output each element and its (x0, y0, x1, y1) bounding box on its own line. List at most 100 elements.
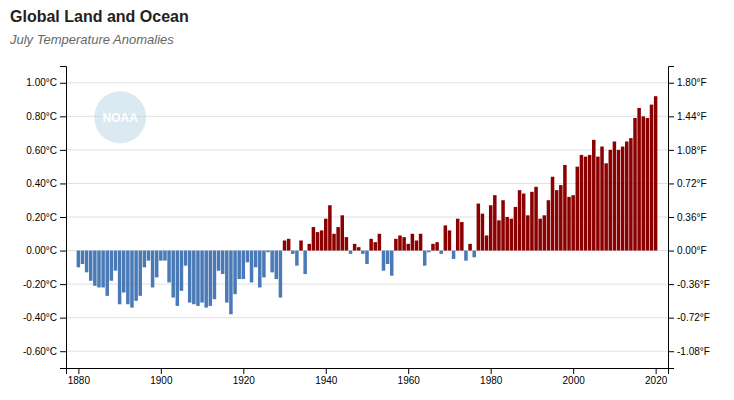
subtitle: July Temperature Anomalies (9, 32, 174, 47)
y2-tick-label: 1.08°F (677, 145, 707, 156)
plot: NOAA18801900192019401960198020002020-0.6… (23, 67, 710, 387)
bar (308, 244, 312, 251)
x-tick-mark (161, 368, 162, 374)
y-axis: -0.60°C-0.40°C-0.20°C0.00°C0.20°C0.40°C0… (23, 67, 67, 369)
y-tick-mark (60, 183, 66, 184)
y2-tick: -1.08°F (668, 346, 710, 357)
y2-tick-mark (668, 150, 674, 151)
bar (225, 251, 229, 303)
bar (283, 240, 287, 250)
bar (328, 205, 332, 250)
bar (365, 251, 369, 264)
y-tick-label: 0.00°C (26, 245, 57, 256)
bar (324, 219, 328, 251)
bar (295, 251, 299, 266)
bar (489, 205, 493, 250)
bar (390, 251, 394, 276)
bar (563, 165, 567, 251)
bar (559, 185, 563, 250)
bar (254, 251, 258, 268)
y2-tick-label: 0.72°F (677, 178, 707, 189)
y2-tick-mark (668, 351, 674, 352)
bar (336, 227, 340, 250)
bar (320, 230, 324, 250)
bar (361, 251, 365, 254)
y-axis-line (60, 67, 67, 369)
bar (538, 219, 542, 251)
y2-tick-label: -0.36°F (677, 279, 710, 290)
x-tick-mark (243, 368, 244, 374)
bar (567, 197, 571, 251)
bar (349, 251, 353, 254)
bar (138, 251, 142, 296)
bar (93, 251, 97, 286)
bar (275, 251, 279, 280)
y2-tick: 1.44°F (668, 111, 707, 122)
bar (551, 177, 555, 251)
bar (105, 251, 109, 296)
y2-tick-mark (668, 318, 674, 319)
y2-tick-label: 0.36°F (677, 212, 707, 223)
x-tick-mark (326, 368, 327, 374)
bar (97, 251, 101, 288)
bar (510, 219, 514, 251)
x-tick-label: 1900 (150, 375, 173, 386)
x-tick: 2000 (563, 368, 586, 386)
bar (650, 105, 654, 251)
bar (221, 251, 225, 274)
bar (209, 251, 213, 306)
x-tick-label: 1960 (398, 375, 421, 386)
x-tick-mark (491, 368, 492, 374)
bar (609, 150, 613, 251)
bar (555, 190, 559, 250)
y-tick: -0.20°C (23, 279, 66, 290)
grid-line (66, 82, 668, 83)
bar (184, 251, 188, 266)
x-axis: 18801900192019401960198020002020 (67, 368, 669, 386)
y-tick: 1.00°C (26, 77, 66, 88)
bar (382, 251, 386, 271)
bar (151, 251, 155, 288)
y2-tick-label: -1.08°F (677, 346, 710, 357)
y2-tick: 1.80°F (668, 77, 707, 88)
y2-tick: 0.00°F (668, 245, 707, 256)
bar (580, 155, 584, 251)
y2-tick-label: 1.80°F (677, 77, 707, 88)
bar (406, 244, 410, 251)
bar (369, 239, 373, 251)
bar (204, 251, 208, 308)
x-tick: 1920 (233, 368, 256, 386)
bar (394, 239, 398, 251)
bar (571, 195, 575, 250)
grid-line (66, 317, 668, 318)
y2-tick: 0.72°F (668, 178, 707, 189)
y-tick-label: 0.60°C (26, 145, 57, 156)
y-tick-label: 0.80°C (26, 111, 57, 122)
bar (646, 118, 650, 251)
y-tick: 0.60°C (26, 145, 66, 156)
bar (258, 251, 262, 288)
y-tick-label: -0.40°C (23, 312, 57, 323)
bar (118, 251, 122, 305)
bar (439, 251, 443, 254)
x-tick: 2020 (645, 368, 668, 386)
bar (242, 251, 246, 280)
bar (613, 142, 617, 251)
bar (373, 242, 377, 250)
y-tick-mark (60, 251, 66, 252)
bar (122, 251, 126, 293)
y2-tick-label: 0.00°F (677, 245, 707, 256)
bars (77, 96, 658, 314)
y2-tick-mark (668, 83, 674, 84)
x-tick: 1960 (398, 368, 421, 386)
annotation: NOAA (103, 111, 139, 125)
bar (431, 244, 435, 251)
bar (378, 234, 382, 251)
bar (159, 251, 163, 261)
bar (357, 247, 361, 250)
bar (600, 147, 604, 251)
y-tick-mark (60, 284, 66, 285)
bar (316, 232, 320, 250)
bar (621, 147, 625, 251)
bar (543, 215, 547, 250)
